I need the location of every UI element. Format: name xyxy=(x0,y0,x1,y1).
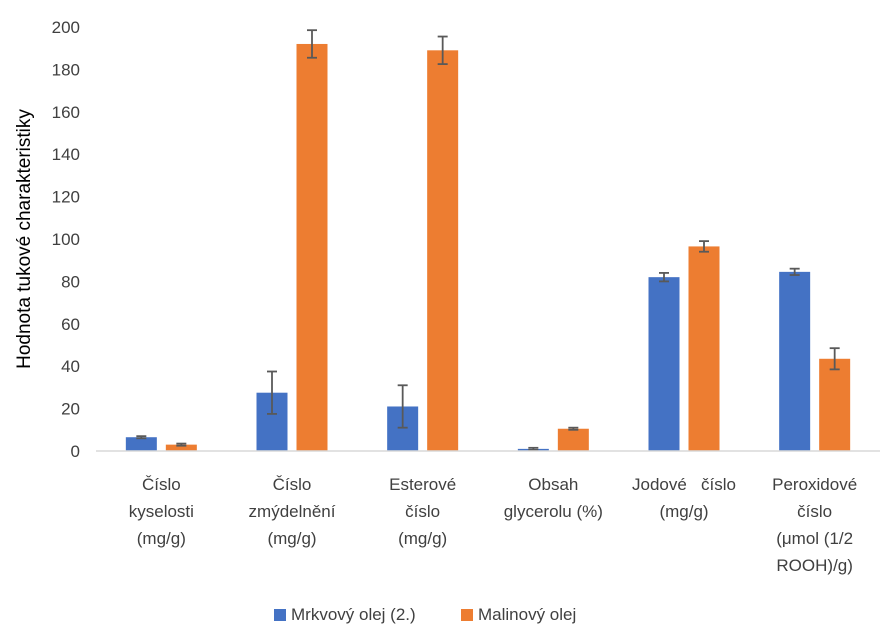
bar xyxy=(557,428,589,451)
y-tick-label: 140 xyxy=(52,145,80,164)
category-labels: Číslo kyselosti (mg/g) Číslo zmýdelnění (mg/g… xyxy=(129,475,857,575)
legend-label: Mrkvový olej (2.) xyxy=(291,605,416,624)
y-tick-label: 80 xyxy=(61,272,80,291)
error-bars-group xyxy=(136,29,840,451)
category-label: Číslo kyselosti (mg/g) xyxy=(129,475,194,548)
legend: Mrkvový olej (2.) Malinový olej xyxy=(274,605,576,624)
y-tick-label: 100 xyxy=(52,230,80,249)
y-tick-label: 60 xyxy=(61,315,80,334)
bar xyxy=(427,50,459,451)
category-label: Číslo zmýdelnění (mg/g) xyxy=(249,475,336,548)
y-axis-title: Hodnota tukové charakteristiky xyxy=(14,109,35,369)
bar xyxy=(296,43,328,452)
y-tick-label: 20 xyxy=(61,400,80,419)
y-tick-label: 200 xyxy=(52,18,80,37)
bar xyxy=(688,246,720,451)
y-tick-label: 180 xyxy=(52,60,80,79)
y-tick-label: 0 xyxy=(71,442,80,461)
y-axis-ticks: 0 20 40 60 80 100 120 140 160 180 200 xyxy=(52,18,80,461)
legend-label: Malinový olej xyxy=(478,605,576,624)
category-label: Peroxidové číslo (μmol (1/2 ROOH)/g) xyxy=(772,475,857,575)
bar xyxy=(125,437,157,451)
category-label: Jodové číslo (mg/g) xyxy=(632,475,736,521)
legend-swatch xyxy=(461,609,473,621)
bar xyxy=(165,444,197,451)
y-tick-label: 40 xyxy=(61,357,80,376)
legend-swatch xyxy=(274,609,286,621)
y-tick-label: 120 xyxy=(52,188,80,207)
bars-group xyxy=(125,43,851,452)
bar xyxy=(648,277,680,451)
bar xyxy=(779,271,811,451)
category-label: Esterové číslo (mg/g) xyxy=(389,475,456,548)
y-tick-label: 160 xyxy=(52,103,80,122)
bar xyxy=(819,358,851,451)
category-label: Obsah glycerolu (%) xyxy=(504,475,603,521)
